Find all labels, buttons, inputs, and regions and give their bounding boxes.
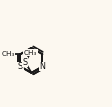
Text: S: S <box>23 58 28 67</box>
Text: CH₃: CH₃ <box>24 50 37 56</box>
Text: S: S <box>18 62 23 71</box>
Text: N: N <box>18 62 23 71</box>
Text: CH₃: CH₃ <box>1 51 15 57</box>
Text: N: N <box>39 62 45 71</box>
